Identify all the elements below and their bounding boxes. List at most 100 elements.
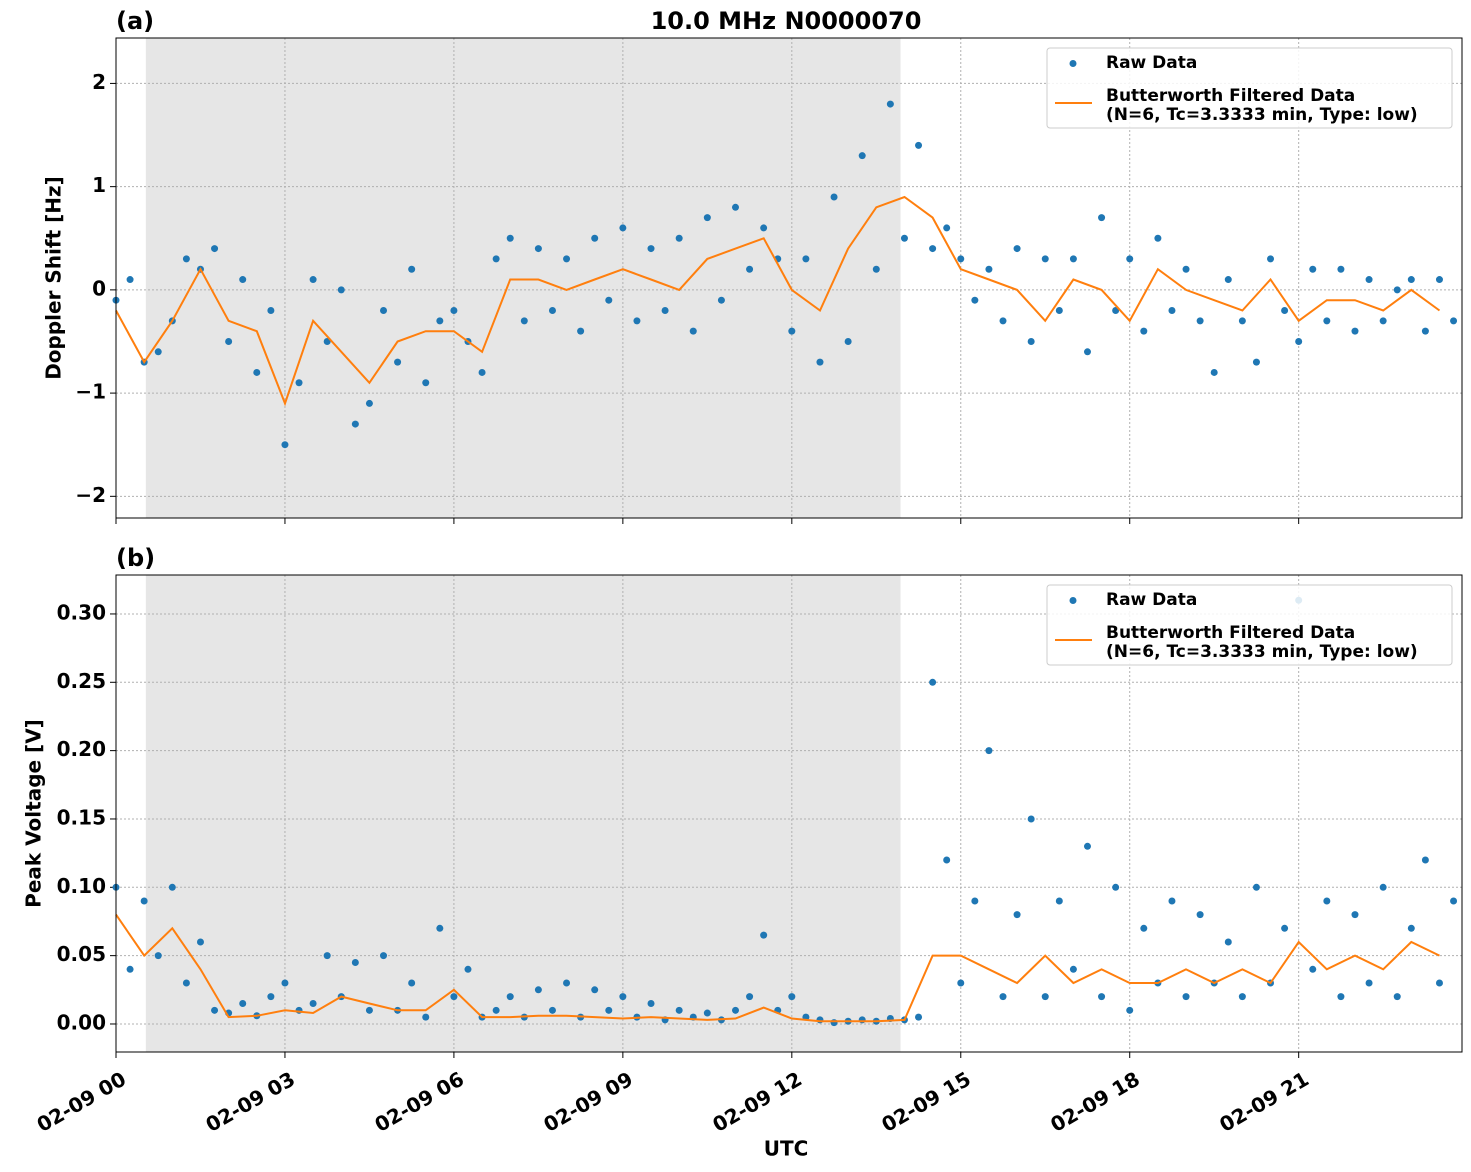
raw-point [788, 327, 796, 335]
raw-point [464, 965, 472, 973]
raw-point [1055, 897, 1063, 905]
raw-point [365, 399, 373, 407]
raw-point [1450, 897, 1458, 905]
raw-point [591, 234, 599, 242]
raw-point [915, 1013, 923, 1021]
legend-marker [1069, 597, 1077, 604]
raw-point [1098, 214, 1106, 222]
raw-point [548, 307, 556, 315]
raw-point [323, 337, 331, 345]
raw-point [929, 245, 937, 253]
raw-point [1196, 911, 1204, 919]
raw-point [647, 245, 655, 253]
raw-point [492, 255, 500, 263]
raw-point [1027, 337, 1035, 345]
axes-frame [115, 574, 1463, 1053]
raw-point [943, 224, 951, 232]
raw-point [1112, 883, 1120, 891]
raw-point [1281, 307, 1289, 315]
raw-point [605, 296, 613, 304]
raw-point [1309, 265, 1317, 273]
y-tick-label: −2 [75, 483, 106, 507]
x-tick-label: 02-09 15 [877, 1067, 975, 1137]
y-axis-label: Peak Voltage [V] [22, 719, 46, 908]
raw-point [1224, 276, 1232, 284]
raw-point [408, 265, 416, 273]
panel-label: (a) [116, 7, 154, 35]
raw-point [309, 999, 317, 1007]
filtered-line [115, 914, 1440, 1023]
y-tick-label: 0.25 [57, 669, 106, 693]
y-tick-label: 0.05 [57, 942, 106, 966]
raw-point [1140, 327, 1148, 335]
raw-point [605, 1006, 613, 1014]
raw-point [760, 931, 768, 939]
raw-point [858, 152, 866, 160]
y-tick-label: 1 [92, 173, 106, 197]
raw-point [1126, 1006, 1134, 1014]
raw-point [267, 307, 275, 315]
raw-point [1421, 856, 1429, 864]
raw-point [1323, 317, 1331, 325]
raw-point [746, 993, 754, 1001]
raw-point [1238, 993, 1246, 1001]
raw-point [534, 986, 542, 994]
raw-point [957, 255, 965, 263]
panel-label: (b) [116, 544, 155, 572]
y-tick-label: 0.30 [57, 600, 106, 624]
raw-point [1267, 255, 1275, 263]
raw-point [802, 255, 810, 263]
raw-point [661, 307, 669, 315]
x-tick-label: 02-09 18 [1046, 1067, 1144, 1137]
raw-point [731, 1006, 739, 1014]
raw-point [1182, 993, 1190, 1001]
raw-point [548, 1006, 556, 1014]
raw-point [450, 993, 458, 1001]
raw-point [1365, 979, 1373, 987]
raw-point [872, 265, 880, 273]
raw-point [1238, 317, 1246, 325]
raw-point [337, 286, 345, 294]
raw-point [731, 203, 739, 211]
raw-point [591, 986, 599, 994]
raw-point [675, 234, 683, 242]
raw-point [450, 307, 458, 315]
y-axis-label: Doppler Shift [Hz] [42, 176, 66, 380]
raw-point [408, 979, 416, 987]
raw-point [1013, 911, 1021, 919]
raw-point [830, 1019, 838, 1027]
raw-point [957, 979, 965, 987]
chart-title: 10.0 MHz N0000070 [651, 7, 922, 35]
raw-point [1140, 924, 1148, 932]
legend-marker [1069, 60, 1077, 67]
raw-point [1210, 368, 1218, 376]
axes-frame [115, 37, 1463, 519]
raw-point [478, 368, 486, 376]
raw-point [1013, 245, 1021, 253]
raw-point [394, 358, 402, 366]
raw-point [830, 193, 838, 201]
x-tick-label: 02-09 12 [708, 1067, 806, 1137]
raw-point [1168, 307, 1176, 315]
raw-point [816, 1016, 824, 1024]
raw-point [295, 379, 303, 387]
raw-point [154, 348, 162, 356]
raw-point [1407, 276, 1415, 284]
raw-point [1098, 993, 1106, 1001]
raw-point [1083, 348, 1091, 356]
raw-point [1337, 265, 1345, 273]
legend-label: Butterworth Filtered Data (N=6, Tc=3.333… [1106, 86, 1418, 125]
raw-point [126, 276, 134, 284]
raw-point [1365, 276, 1373, 284]
raw-point [1351, 911, 1359, 919]
raw-point [675, 1006, 683, 1014]
legend-label: Raw Data [1106, 590, 1198, 610]
raw-point [1182, 265, 1190, 273]
raw-point [619, 993, 627, 1001]
raw-point [225, 337, 233, 345]
raw-point [380, 307, 388, 315]
raw-point [1337, 993, 1345, 1001]
x-tick-label: 02-09 00 [33, 1067, 131, 1137]
raw-point [1041, 255, 1049, 263]
